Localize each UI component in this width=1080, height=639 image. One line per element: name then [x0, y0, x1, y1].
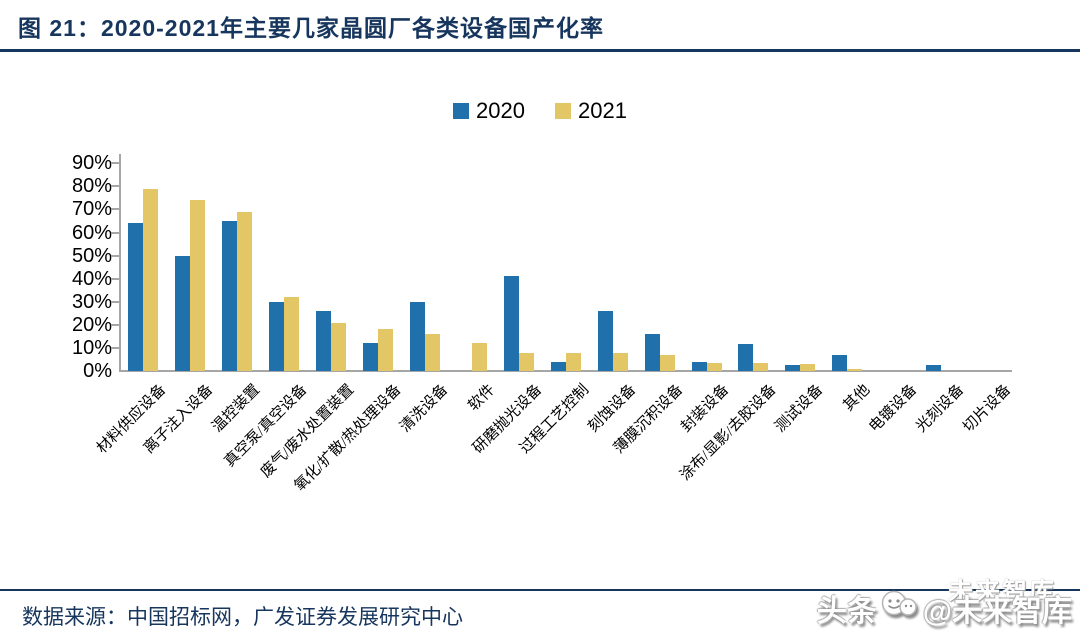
y-axis-tick-label: 40% — [71, 267, 112, 290]
y-axis-tick-label: 50% — [71, 244, 112, 267]
x-axis-category-label: 其他 — [840, 381, 874, 415]
bar-2021-氧化/扩散/热处理设备 — [378, 329, 394, 371]
bar-2021-测试设备 — [800, 364, 816, 371]
bar-2021-封装设备 — [706, 362, 722, 371]
legend-label-2021: 2021 — [578, 98, 627, 123]
watermark-main: 头条 @未来智库 — [817, 586, 1072, 630]
y-axis-tick-mark — [111, 185, 119, 188]
bar-2020-封装设备 — [691, 361, 707, 371]
bar-2021-研磨抛光设备 — [518, 352, 534, 371]
x-axis-category-label: 软件 — [465, 381, 499, 415]
y-axis-tick-label: 30% — [71, 290, 112, 313]
y-axis-tick-mark — [111, 277, 119, 280]
bar-2020-涂布/显影/去胶设备 — [738, 344, 754, 371]
y-axis-tick-label: 0% — [83, 360, 112, 382]
y-axis-tick-label: 70% — [71, 198, 112, 221]
y-axis-tick-mark — [111, 346, 119, 349]
x-axis-line — [119, 370, 1012, 372]
bar-2020-材料供应设备 — [128, 223, 144, 371]
legend-item-2021: 2021 — [555, 98, 627, 124]
y-axis-tick-label: 90% — [71, 152, 112, 175]
watermark-ghost-text: 未来智库 — [947, 578, 1056, 606]
legend-item-2020: 2020 — [453, 98, 525, 124]
watermark-handle: @未来智库 — [922, 595, 1072, 628]
y-axis-tick-mark — [111, 231, 119, 234]
legend-label-2020: 2020 — [476, 98, 525, 123]
bar-2021-软件 — [471, 343, 487, 371]
bar-2021-刻蚀设备 — [612, 352, 628, 371]
watermark: 未来智库 头条 @未来智库 — [817, 572, 1074, 634]
y-axis-tick-mark — [111, 162, 119, 165]
bar-2020-过程工艺控制 — [550, 361, 566, 371]
chart-legend: 2020 2021 — [0, 97, 1080, 125]
y-axis-tick-label: 60% — [71, 221, 112, 244]
bar-2021-过程工艺控制 — [565, 352, 581, 371]
bar-2020-研磨抛光设备 — [503, 276, 519, 371]
bar-2021-废气/废水处置装置 — [331, 322, 347, 371]
y-axis-tick-label: 10% — [71, 336, 112, 359]
y-axis-tick-mark — [111, 300, 119, 303]
y-axis-line — [119, 154, 121, 371]
footer-divider — [0, 589, 1080, 591]
x-axis-category-label: 清洗设备 — [397, 381, 452, 436]
y-axis-tick-label: 80% — [71, 175, 112, 198]
x-axis-category-label: 电镀设备 — [866, 381, 921, 436]
bar-2021-真空泵/真空设备 — [284, 297, 300, 371]
figure-title: 图 21：2020-2021年主要几家晶圆厂各类设备国产化率 — [18, 15, 604, 41]
x-axis-category-label: 光刻设备 — [913, 381, 968, 436]
y-axis-tick-mark — [111, 254, 119, 257]
y-axis-tick-mark — [111, 323, 119, 326]
bar-2020-清洗设备 — [409, 301, 425, 371]
bar-2020-真空泵/真空设备 — [269, 301, 285, 371]
toutiao-logo-icon — [881, 590, 917, 616]
bar-2021-清洗设备 — [424, 334, 440, 371]
bar-2020-氧化/扩散/热处理设备 — [363, 343, 379, 371]
watermark-brand: 头条 — [816, 595, 877, 628]
bar-2021-其他 — [847, 368, 863, 371]
bar-2021-薄膜沉积设备 — [659, 354, 675, 371]
bar-2021-材料供应设备 — [143, 188, 159, 371]
bar-2020-薄膜沉积设备 — [644, 334, 660, 371]
x-axis-category-label: 切片设备 — [960, 381, 1015, 436]
bar-2020-光刻设备 — [926, 365, 942, 371]
title-underline — [0, 49, 1080, 52]
bar-2020-离子注入设备 — [175, 255, 191, 371]
bar-2020-测试设备 — [785, 365, 801, 371]
y-axis-tick-label: 20% — [71, 313, 112, 336]
y-axis-tick-mark — [111, 208, 119, 211]
bar-2020-其他 — [832, 354, 848, 371]
x-axis-category-label: 测试设备 — [772, 381, 827, 436]
bar-2021-离子注入设备 — [190, 200, 206, 371]
bar-2021-涂布/显影/去胶设备 — [753, 362, 769, 371]
legend-swatch-2020-icon — [453, 103, 470, 119]
bar-2020-温控装置 — [222, 221, 238, 371]
bar-2020-废气/废水处置装置 — [316, 311, 332, 371]
bar-2020-刻蚀设备 — [597, 311, 613, 371]
bar-2021-温控装置 — [237, 211, 253, 371]
data-source: 数据来源：中国招标网，广发证券发展研究中心 — [22, 605, 463, 629]
legend-swatch-2021-icon — [555, 103, 571, 119]
